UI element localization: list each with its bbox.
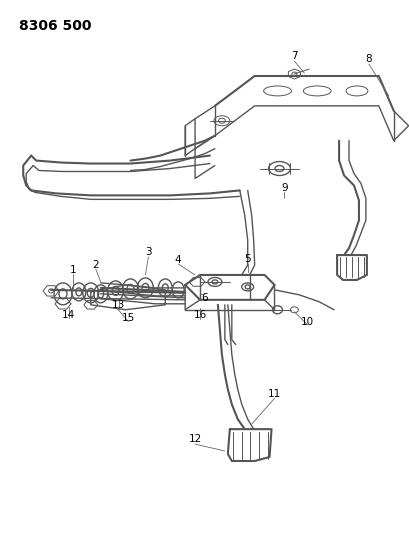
Text: 2: 2 — [92, 260, 99, 270]
Text: 5: 5 — [244, 254, 250, 264]
Text: 3: 3 — [145, 247, 151, 257]
Text: 8306 500: 8306 500 — [19, 19, 92, 33]
Text: 7: 7 — [290, 51, 297, 61]
Text: 13: 13 — [112, 300, 125, 310]
Text: 16: 16 — [193, 310, 206, 320]
Text: 10: 10 — [300, 317, 313, 327]
Text: 11: 11 — [267, 389, 281, 399]
Text: 12: 12 — [188, 434, 201, 444]
Text: 4: 4 — [175, 255, 181, 265]
Text: 15: 15 — [121, 313, 135, 323]
Text: 6: 6 — [201, 293, 208, 303]
Text: 8: 8 — [365, 54, 371, 64]
Text: 1: 1 — [70, 265, 76, 275]
Text: 9: 9 — [281, 183, 287, 193]
Text: 14: 14 — [62, 310, 75, 320]
